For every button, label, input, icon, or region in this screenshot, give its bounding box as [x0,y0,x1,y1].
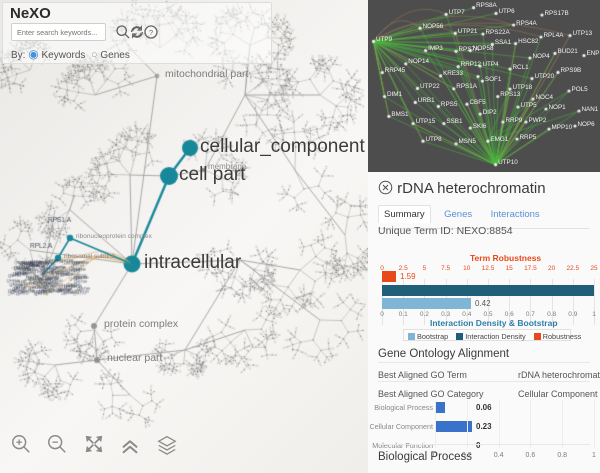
svg-text:?: ? [149,28,153,37]
